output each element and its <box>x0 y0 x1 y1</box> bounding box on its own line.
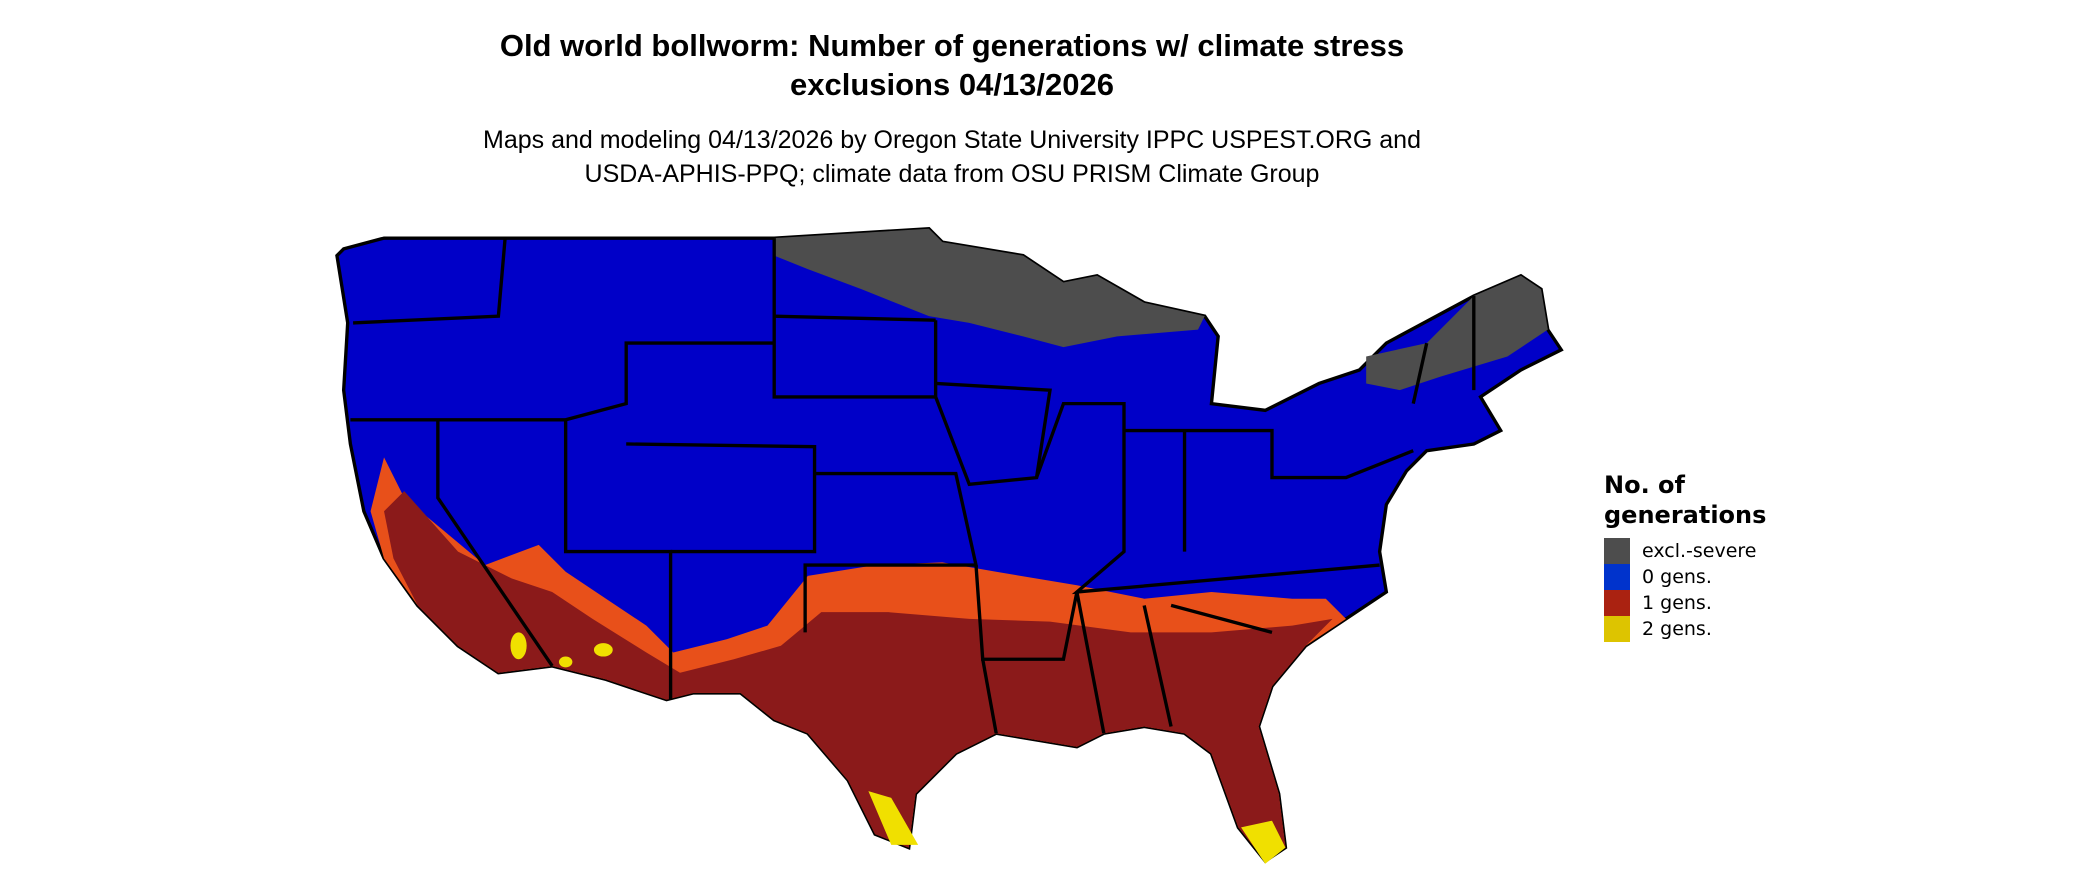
zero-gens-region <box>335 226 1564 864</box>
legend-label: 2 gens. <box>1642 618 1712 640</box>
title-line-1: Old world bollworm: Number of generation… <box>499 28 1405 63</box>
legend-title: No. of generations <box>1604 471 1767 529</box>
state-borders <box>350 237 1476 734</box>
excluded-north-plains-region <box>774 228 1205 348</box>
legend-swatch <box>1604 616 1630 642</box>
title-line-2: exclusions 04/13/2026 <box>789 67 1114 102</box>
excluded-northeast-region <box>1366 275 1548 391</box>
legend-swatch <box>1604 538 1630 564</box>
two-gen-arizona-spot <box>593 643 613 657</box>
legend-item-excluded: excl.-severe <box>1604 538 1764 564</box>
subtitle-line-2: USDA-APHIS-PPQ; climate data from OSU PR… <box>584 160 1320 188</box>
two-gen-florida-tip <box>1241 820 1286 864</box>
legend: No. of generations excl.-severe 0 gens. … <box>1604 470 1767 642</box>
legend-item-0-gens: 0 gens. <box>1604 564 1764 590</box>
legend-item-2-gens: 2 gens. <box>1604 616 1764 642</box>
one-gen-region <box>384 491 1333 862</box>
legend-swatch <box>1604 590 1630 616</box>
two-gen-arizona-spot <box>510 632 527 660</box>
legend-item-1-gens: 1 gens. <box>1604 590 1764 616</box>
legend-label: excl.-severe <box>1642 540 1757 562</box>
legend-swatch <box>1604 564 1630 590</box>
legend-label: 0 gens. <box>1642 566 1712 588</box>
legend-label: 1 gens. <box>1642 592 1712 614</box>
two-gen-arizona-spot <box>558 656 573 668</box>
subtitle-line-1: Maps and modeling 04/13/2026 by Oregon S… <box>483 126 1421 154</box>
two-gen-texas-tip <box>868 791 919 845</box>
